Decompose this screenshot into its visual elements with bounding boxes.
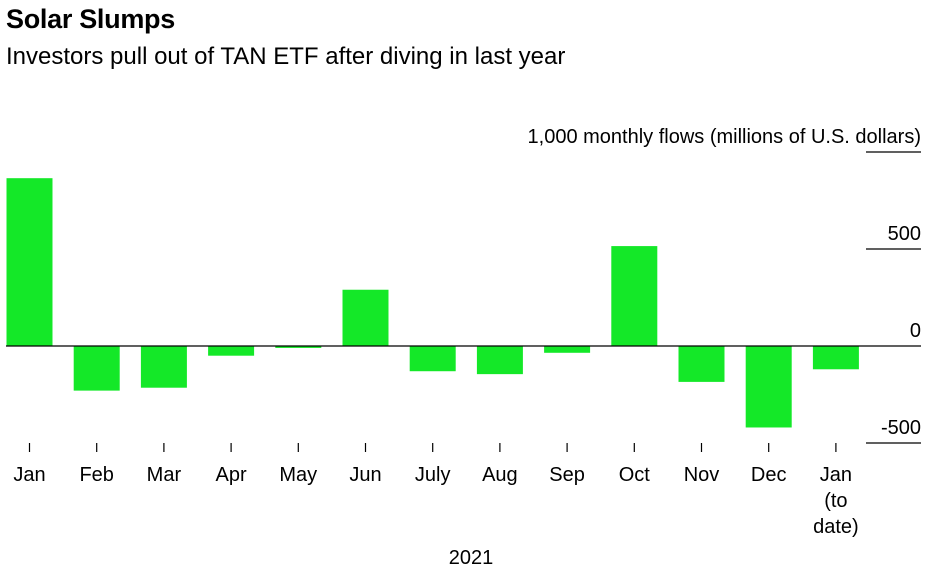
x-tick-label: May <box>279 464 317 486</box>
x-tick-label: Jan <box>820 464 852 486</box>
bar-july <box>409 346 456 372</box>
x-tick-label: Apr <box>216 464 247 486</box>
x-tick-label: Oct <box>619 464 651 486</box>
bar-sep <box>544 346 591 353</box>
x-tick-label: (to <box>824 490 847 512</box>
x-tick-label: Dec <box>751 464 787 486</box>
x-tick-label: July <box>415 464 451 486</box>
x-tick-label: Jan <box>13 464 45 486</box>
bar-nov <box>678 346 725 382</box>
bar-apr <box>208 346 255 356</box>
x-tick-label: Aug <box>482 464 518 486</box>
x-tick-label: date) <box>813 516 859 538</box>
x-tick-label: Jun <box>349 464 381 486</box>
bar-oct <box>611 246 658 346</box>
bar-aug <box>476 346 523 375</box>
chart-title: Solar Slumps <box>6 4 175 34</box>
chart-subtitle: Investors pull out of TAN ETF after divi… <box>6 43 566 70</box>
y-tick-label: -500 <box>881 417 921 439</box>
bar-jan <box>6 178 53 346</box>
x-tick-label: Nov <box>684 464 720 486</box>
y-tick-label: 500 <box>888 223 921 245</box>
y-tick-label: 1,000 monthly flows (millions of U.S. do… <box>528 126 921 148</box>
y-tick-label: 0 <box>910 320 921 342</box>
bar-jun <box>342 289 389 346</box>
bar-dec <box>745 346 792 428</box>
x-tick-label: Mar <box>147 464 182 486</box>
x-tick-label: Sep <box>549 464 585 486</box>
x-tick-label: Feb <box>79 464 113 486</box>
bar-feb <box>73 346 120 391</box>
bar-may <box>275 346 322 348</box>
x-axis-label: 2021 <box>449 547 494 569</box>
bar-mar <box>140 346 187 388</box>
bar-jan-to-date- <box>812 346 859 370</box>
